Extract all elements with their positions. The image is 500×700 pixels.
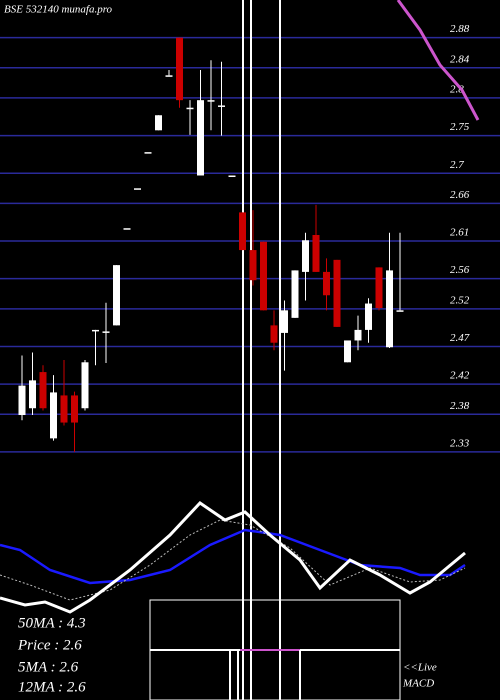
candle-body <box>260 241 267 311</box>
candle-body <box>134 188 141 190</box>
candle-body <box>291 270 299 318</box>
info-50ma: 50MA : 4.3 <box>18 615 86 631</box>
y-tick-label: 2.42 <box>450 370 470 382</box>
candle-body <box>312 235 320 272</box>
candle-body <box>176 37 183 101</box>
macd-dotted <box>0 519 466 601</box>
y-tick-label: 2.75 <box>450 121 470 133</box>
candles <box>18 37 404 452</box>
candle-body <box>155 115 162 131</box>
candle-body <box>50 392 57 439</box>
candle-body <box>365 303 372 330</box>
candle-body <box>249 250 257 281</box>
candle-body <box>323 271 330 296</box>
candle-body <box>123 228 131 230</box>
candle-body <box>144 152 152 154</box>
chart-title: BSE 532140 munafa.pro <box>4 4 113 16</box>
candle-body <box>92 329 99 332</box>
y-tick-label: 2.84 <box>450 53 470 65</box>
candle-body <box>344 340 351 363</box>
candle-body <box>18 385 26 416</box>
candle-body <box>270 325 278 343</box>
live-label: <<Live <box>403 662 437 674</box>
candle-body <box>29 380 36 409</box>
candle-body <box>239 212 246 251</box>
candle-body <box>197 100 204 176</box>
candle-body <box>113 265 120 326</box>
candle-body <box>207 100 215 102</box>
y-tick-label: 2.7 <box>450 159 464 171</box>
candle-body <box>165 75 173 77</box>
candle-body <box>302 240 309 272</box>
y-tick-label: 2.66 <box>450 189 470 201</box>
y-tick-label: 2.38 <box>450 400 470 412</box>
candle-body <box>375 267 383 309</box>
candle-body <box>60 395 68 423</box>
candle-body <box>218 105 225 107</box>
candle-body <box>354 329 362 341</box>
ma-line <box>396 0 480 121</box>
info-5ma: 5MA : 2.6 <box>18 659 79 675</box>
candle-body <box>228 175 236 177</box>
candle-body <box>186 107 194 110</box>
candle-body <box>39 372 47 409</box>
info-12ma: 12MA : 2.6 <box>18 679 86 695</box>
candle-body <box>71 395 78 423</box>
info-price: Price : 2.6 <box>17 637 82 653</box>
y-tick-label: 2.61 <box>450 227 469 239</box>
y-tick-label: 2.47 <box>450 332 470 344</box>
y-tick-label: 2.56 <box>450 264 470 276</box>
macd-label: MACD <box>402 678 434 690</box>
candle-body <box>396 310 404 312</box>
candle-body <box>81 362 89 409</box>
candle-body <box>333 259 341 327</box>
macd-line <box>0 501 466 614</box>
macd-signal <box>0 528 466 585</box>
candle-body <box>386 270 393 348</box>
candle-body <box>281 310 288 333</box>
candle-body <box>102 331 110 333</box>
y-tick-label: 2.88 <box>450 23 470 35</box>
y-tick-label: 2.52 <box>450 294 470 306</box>
y-tick-label: 2.33 <box>450 437 470 449</box>
